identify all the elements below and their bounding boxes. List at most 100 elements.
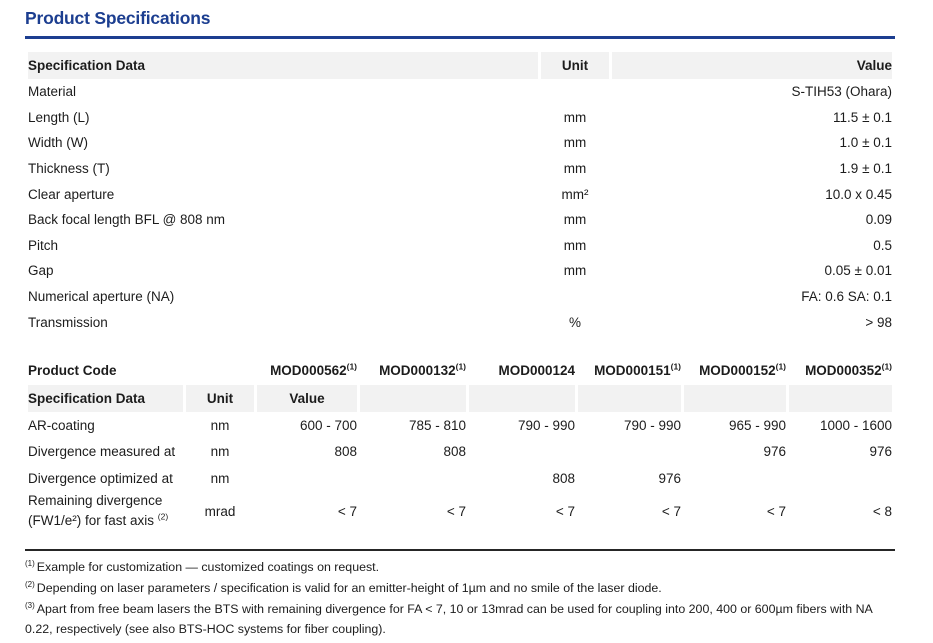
table-row: Remaining divergence (FW1/e²) for fast a…	[28, 491, 892, 531]
table-row: Transmission % > 98	[28, 309, 892, 335]
product-code: MOD000151(1)	[578, 356, 681, 385]
table-row: Pitch mm 0.5	[28, 233, 892, 259]
spec-name: Back focal length BFL @ 808 nm	[28, 212, 226, 228]
table1-header-row: Specification Data Unit Value	[28, 52, 892, 79]
product-code: MOD000132(1)	[360, 356, 466, 385]
spec-value: 965 - 990	[728, 417, 786, 433]
empty-cell	[578, 384, 681, 412]
spec-name: Transmission	[28, 314, 108, 330]
footnote: (3) Apart from free beam lasers the BTS w…	[25, 599, 895, 640]
spec-unit: mm	[563, 161, 587, 177]
footnote-text: Depending on laser parameters / specific…	[36, 581, 662, 596]
spec-value: < 7	[555, 503, 575, 519]
spec-value: 10.0 x 0.45	[825, 186, 892, 202]
empty-cell	[789, 384, 892, 412]
footnote-text: Apart from free beam lasers the BTS with…	[25, 601, 873, 637]
page-title: Product Specifications	[25, 8, 895, 39]
spec-unit: nm	[210, 470, 230, 486]
empty-cell	[360, 384, 466, 412]
product-code: MOD000152(1)	[684, 356, 786, 385]
spec-value: 600 - 700	[299, 417, 357, 433]
spec-name: Clear aperture	[28, 186, 115, 202]
footnote-text: Example for customization — customized c…	[36, 560, 380, 575]
footnote-marker: (3)	[25, 600, 35, 610]
spec-value: 785 - 810	[408, 417, 466, 433]
spec-value: 976	[658, 470, 681, 486]
table-row: Width (W) mm 1.0 ± 0.1	[28, 130, 892, 156]
spec-unit: mm	[563, 212, 587, 228]
table-row: Back focal length BFL @ 808 nm mm 0.09	[28, 207, 892, 233]
footnote-ref: (2)	[157, 511, 169, 522]
product-code: MOD000352(1)	[789, 356, 892, 385]
table-row: Numerical aperture (NA) FA: 0.6 SA: 0.1	[28, 284, 892, 310]
product-code: MOD000124	[469, 356, 575, 385]
table1-header-unit: Unit	[541, 52, 609, 79]
spec-name: Divergence measured at	[28, 444, 176, 460]
spec-value	[578, 438, 681, 465]
footnote-marker: (1)	[25, 559, 35, 569]
spec-value: 976	[869, 444, 892, 460]
spec-name: Width (W)	[28, 135, 88, 151]
spec-value: < 7	[446, 503, 466, 519]
spec-value: 790 - 990	[623, 417, 681, 433]
spec-value: 0.09	[865, 212, 892, 228]
product-code-label: Product Code	[28, 356, 183, 385]
spec-name: Divergence optimized at	[28, 470, 173, 486]
footnote-ref: (1)	[775, 361, 786, 372]
spec-unit: nm	[210, 417, 230, 433]
spec-value: S-TIH53 (Ohara)	[791, 84, 892, 100]
table1-header-value: Value	[612, 52, 892, 79]
table-row: AR-coating nm 600 - 700 785 - 810 790 - …	[28, 412, 892, 439]
table2-header-unit: Unit	[186, 384, 254, 412]
spec-value: 1000 - 1600	[819, 417, 892, 433]
spec-value: 1.9 ± 0.1	[839, 161, 892, 177]
spec-value	[257, 465, 357, 492]
spec-name: Remaining divergence (FW1/e²) for fast a…	[28, 493, 169, 529]
spec-value: 808	[334, 444, 357, 460]
table1-header-spec: Specification Data	[28, 52, 538, 79]
spec-value: 976	[763, 444, 786, 460]
general-spec-table: Specification Data Unit Value Material S…	[25, 52, 895, 335]
product-code: MOD000562(1)	[257, 356, 357, 385]
spec-name: Thickness (T)	[28, 161, 110, 177]
spec-value: < 7	[766, 503, 786, 519]
spec-unit: mm	[563, 109, 587, 125]
footnote-ref: (1)	[455, 361, 466, 372]
spec-unit	[541, 79, 609, 105]
spec-unit: mm	[563, 135, 587, 151]
spec-value: 808	[552, 470, 575, 486]
table2-header-row: Specification Data Unit Value	[28, 384, 892, 412]
spec-value	[684, 465, 786, 492]
table-row: Divergence measured at nm 808 808 976 97…	[28, 438, 892, 465]
spec-value: 790 - 990	[517, 417, 575, 433]
spec-value: 11.5 ± 0.1	[833, 109, 892, 125]
empty-cell	[684, 384, 786, 412]
spec-value	[360, 465, 466, 492]
empty-cell	[469, 384, 575, 412]
spec-value: < 7	[337, 503, 357, 519]
spec-unit: nm	[210, 444, 230, 460]
spec-name: Length (L)	[28, 109, 90, 125]
table-row: Gap mm 0.05 ± 0.01	[28, 258, 892, 284]
spec-unit: mm	[563, 263, 587, 279]
spec-value: > 98	[865, 314, 892, 330]
spec-value: < 7	[661, 503, 681, 519]
footnotes-section: (1) Example for customization — customize…	[25, 549, 895, 639]
footnote: (2) Depending on laser parameters / speci…	[25, 578, 895, 599]
spec-name: AR-coating	[28, 417, 95, 433]
product-code-row: Product Code MOD000562(1) MOD000132(1) M…	[28, 356, 892, 385]
product-code-spec-table: Product Code MOD000562(1) MOD000132(1) M…	[25, 356, 895, 532]
spec-value	[469, 438, 575, 465]
spec-value: 808	[443, 444, 466, 460]
spec-name: Pitch	[28, 237, 59, 253]
footnote: (1) Example for customization — customize…	[25, 557, 895, 578]
footnote-ref: (1)	[670, 361, 681, 372]
table2-header-value: Value	[257, 384, 357, 412]
footnote-marker: (2)	[25, 579, 35, 589]
spec-value: 0.5	[873, 237, 892, 253]
spec-value: < 8	[872, 503, 892, 519]
spec-unit: mrad	[204, 503, 236, 519]
spec-name: Gap	[28, 263, 54, 279]
footnote-ref: (1)	[881, 361, 892, 372]
